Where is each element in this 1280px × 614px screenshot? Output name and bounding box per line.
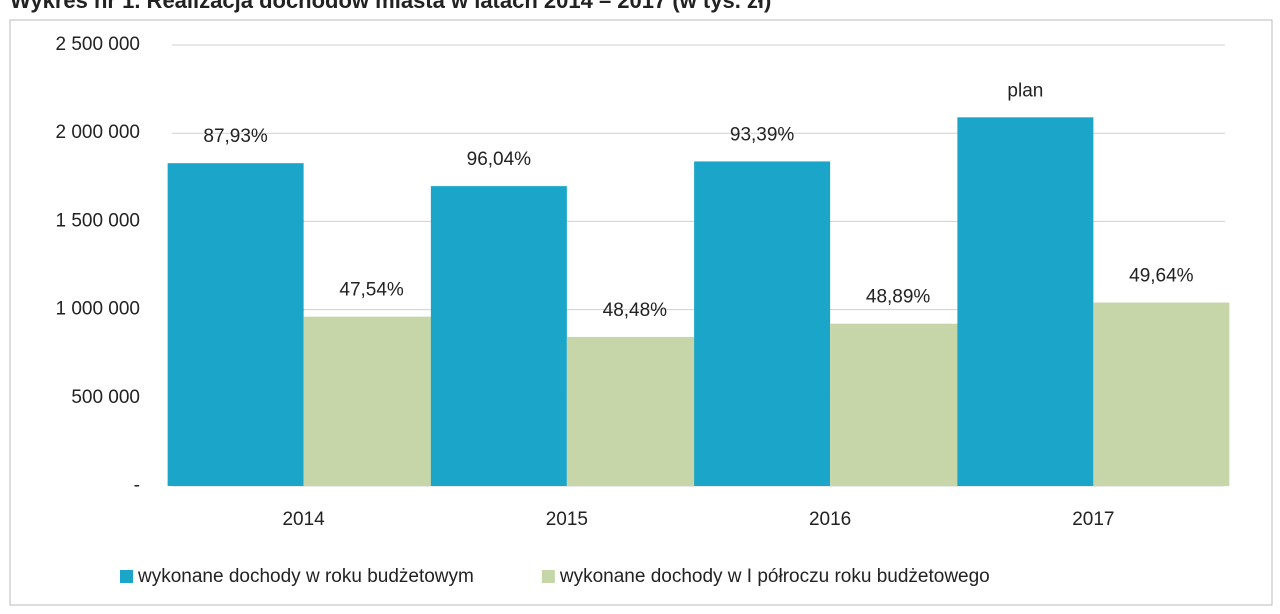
- x-tick-label: 2014: [282, 509, 325, 530]
- y-tick-label: 500 000: [71, 387, 140, 408]
- legend-label: wykonane dochody w roku budżetowym: [137, 566, 474, 587]
- bar: [430, 186, 567, 486]
- x-tick-label: 2015: [546, 509, 588, 530]
- bar: [1093, 302, 1230, 486]
- bar-label: 87,93%: [203, 126, 268, 147]
- bar-label: 96,04%: [467, 149, 532, 170]
- chart-frame: [9, 19, 1273, 606]
- bar-label: 49,64%: [1129, 266, 1194, 287]
- y-tick-label: 1 500 000: [55, 210, 140, 231]
- bar: [957, 117, 1094, 486]
- bar-label: 93,39%: [730, 124, 795, 145]
- bar-label: plan: [1007, 80, 1043, 101]
- bar: [694, 161, 831, 486]
- bar-label: 48,89%: [866, 287, 931, 308]
- y-tick-label: -: [134, 475, 140, 496]
- bar-label: 48,48%: [603, 300, 668, 321]
- bar-label: 47,54%: [339, 280, 404, 301]
- x-tick-label: 2017: [1072, 509, 1114, 530]
- legend-label: wykonane dochody w I półroczu roku budże…: [559, 566, 990, 587]
- bar: [830, 323, 967, 486]
- legend-swatch: [541, 570, 555, 583]
- x-tick-label: 2016: [809, 509, 851, 530]
- y-tick-label: 2 500 000: [55, 34, 140, 55]
- bar: [566, 336, 703, 486]
- legend-swatch: [120, 570, 133, 583]
- y-tick-label: 1 000 000: [55, 299, 140, 320]
- y-tick-label: 2 000 000: [55, 122, 140, 143]
- bar: [303, 316, 440, 486]
- chart-title: Wykres nr 1. Realizacja dochodów miasta …: [10, 0, 771, 13]
- bar: [167, 163, 304, 487]
